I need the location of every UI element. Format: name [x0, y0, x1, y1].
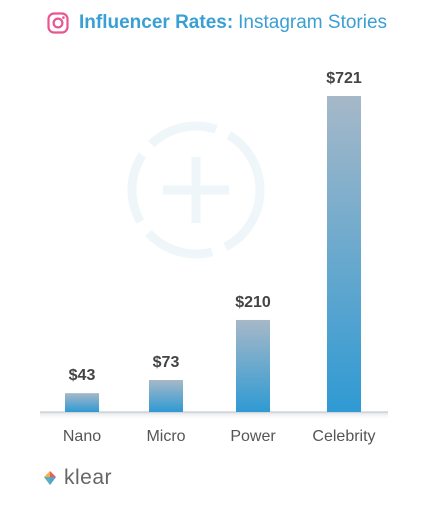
- watermark-plus-icon: [127, 121, 265, 259]
- bar-celebrity: [327, 96, 361, 412]
- data-label-micro: $73: [153, 354, 180, 371]
- chart-title-rest: Instagram Stories: [238, 12, 388, 33]
- x-tick-label-celebrity: Celebrity: [312, 428, 375, 445]
- klear-logo-icon: [44, 471, 56, 485]
- bar-nano: [65, 393, 99, 412]
- instagram-icon: [47, 12, 69, 34]
- chart-title-bold: Influencer Rates:: [79, 12, 234, 33]
- bar-micro: [149, 380, 183, 412]
- klear-logo-text: klear: [64, 466, 113, 489]
- data-label-celebrity: $721: [326, 70, 362, 87]
- chart-header: Influencer Rates: Instagram Stories: [47, 10, 387, 36]
- baseline-shadow: [40, 412, 388, 420]
- klear-logo: klear: [41, 466, 112, 490]
- bars-group: $43 Nano $73 Micro $210 Power $721 Celebrity: [63, 70, 376, 445]
- x-tick-label-power: Power: [230, 428, 276, 445]
- bar-power: [236, 319, 270, 412]
- x-tick-label-micro: Micro: [146, 428, 185, 445]
- data-label-nano: $43: [69, 367, 96, 384]
- data-label-power: $210: [235, 294, 271, 311]
- x-tick-label-nano: Nano: [63, 428, 101, 445]
